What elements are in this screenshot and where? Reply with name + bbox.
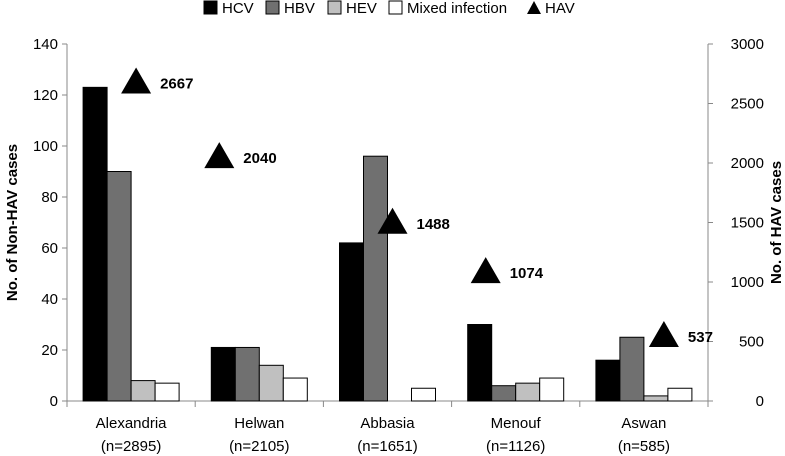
category-label-abbasia: Abbasia (360, 415, 415, 432)
left-tick-label: 0 (50, 393, 58, 410)
left-tick-label: 140 (33, 36, 58, 53)
category-count-menouf: (n=1126) (486, 438, 545, 455)
legend-label-hcv: HCV (222, 0, 254, 17)
legend-item-hev: HEV (327, 0, 377, 17)
legend-item-hcv: HCV (203, 0, 254, 17)
bar-hcv-menouf (467, 324, 493, 402)
bar-mixed-infection-abbasia (411, 387, 436, 402)
hav-marker-menouf (470, 257, 501, 284)
bar-hbv-aswan (619, 336, 645, 402)
legend-marker-hav (527, 1, 541, 14)
bar-hcv-alexandria (82, 86, 108, 402)
right-axis-title: No. of HAV cases (768, 161, 785, 284)
bar-mixed-infection-aswan (667, 387, 693, 402)
legend-item-hbv: HBV (265, 0, 315, 17)
bar-hbv-abbasia (363, 155, 388, 402)
right-tick-label: 3000 (731, 36, 764, 53)
hav-label-abbasia: 1488 (417, 216, 450, 233)
bar-hev-aswan (643, 395, 669, 402)
right-tick-label: 2000 (731, 155, 764, 172)
category-label-alexandria: Alexandria (96, 415, 168, 432)
legend-label-hbv: HBV (284, 0, 315, 17)
bar-mixed-infection-menouf (539, 377, 565, 402)
bar-hbv-alexandria (106, 171, 132, 402)
hav-markers: 2667 2040 1488 1074 537 (121, 67, 713, 347)
category-count-abbasia: (n=1651) (357, 438, 417, 455)
bar-hcv-helwan (210, 346, 236, 402)
hav-marker-abbasia (377, 207, 408, 234)
bar-hev-menouf (515, 382, 541, 402)
legend-item-mixed-infection: Mixed infection (388, 0, 507, 17)
left-tick-label: 120 (33, 87, 58, 104)
hav-label-menouf: 1074 (510, 265, 544, 282)
category-count-helwan: (n=2105) (229, 438, 289, 455)
left-axis-title: No. of Non-HAV cases (4, 144, 21, 301)
legend-swatch-hbv (265, 0, 280, 15)
left-tick-label: 20 (41, 342, 58, 359)
legend-item-hav: HAV (527, 0, 575, 17)
bar-hbv-helwan (234, 346, 260, 402)
right-tick-label: 500 (739, 334, 764, 351)
legend-swatch-hcv (203, 0, 218, 15)
bar-series (82, 86, 693, 402)
hav-label-helwan: 2040 (243, 150, 276, 167)
hav-marker-alexandria (121, 67, 152, 94)
bar-mixed-infection-alexandria (154, 382, 180, 402)
bar-hev-helwan (258, 364, 284, 402)
category-labels: Alexandria (n=2895) Helwan (n=2105) Abbasia (… (96, 415, 670, 455)
bar-hcv-abbasia (339, 242, 364, 402)
left-tick-label: 60 (41, 240, 58, 257)
category-count-aswan: (n=585) (618, 438, 670, 455)
hav-label-alexandria: 2667 (160, 76, 193, 93)
legend-label-hav: HAV (545, 0, 575, 17)
left-tick-label: 100 (33, 138, 58, 155)
hav-label-aswan: 537 (688, 329, 713, 346)
right-tick-label: 2500 (731, 96, 764, 113)
right-tick-label: 1000 (731, 274, 764, 291)
hav-marker-aswan (648, 320, 679, 347)
bar-mixed-infection-helwan (282, 377, 308, 402)
right-tick-label: 1500 (731, 215, 764, 232)
bar-hbv-menouf (491, 385, 517, 402)
chart-legend: HCV HBV HEV Mixed infection HAV (203, 0, 575, 17)
legend-label-hev: HEV (346, 0, 377, 17)
bar-hev-alexandria (130, 380, 156, 402)
right-tick-label: 0 (756, 393, 764, 410)
category-label-helwan: Helwan (234, 415, 284, 432)
legend-label-mixed-infection: Mixed infection (407, 0, 507, 17)
category-label-menouf: Menouf (491, 415, 542, 432)
left-tick-label: 40 (41, 291, 58, 308)
legend-swatch-hev (327, 0, 342, 15)
category-label-aswan: Aswan (621, 415, 666, 432)
bar-hcv-aswan (595, 359, 621, 402)
category-count-alexandria: (n=2895) (101, 438, 161, 455)
left-tick-label: 80 (41, 189, 58, 206)
legend-swatch-mixed-infection (388, 0, 403, 15)
hav-marker-helwan (204, 142, 235, 169)
